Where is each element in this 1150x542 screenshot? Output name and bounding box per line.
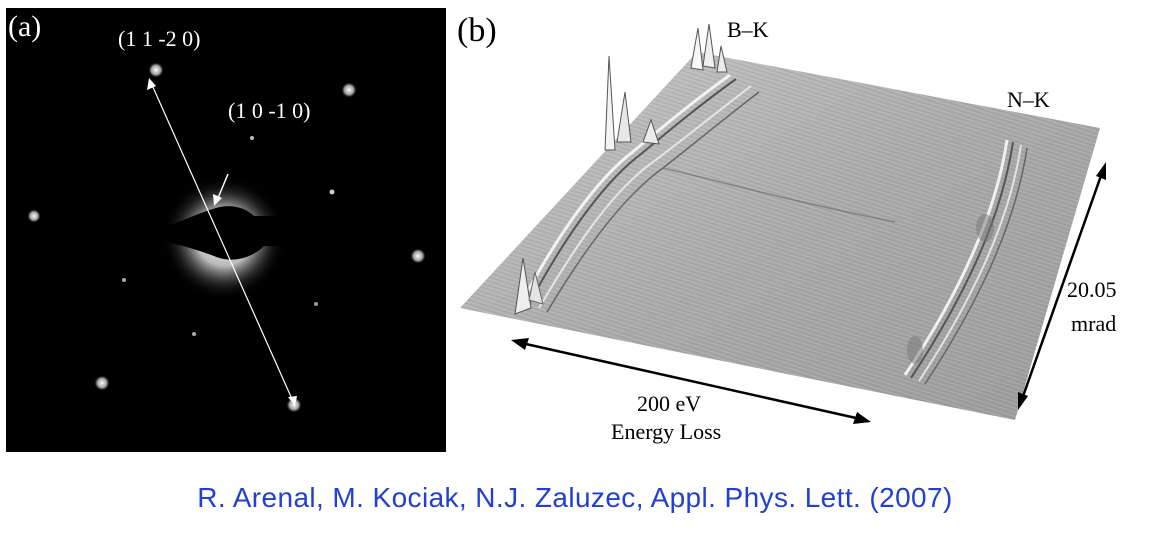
arrowhead-top <box>147 78 156 90</box>
eels-spectrum-surface-plot: (b) B–K N–K 20.05 mrad 200 eV Energy Los… <box>455 0 1150 470</box>
edge-label-bk: B–K <box>727 17 769 42</box>
angle-value-label: 20.05 <box>1067 277 1117 302</box>
energy-value-label: 200 eV <box>637 391 702 416</box>
figure-citation: R. Arenal, M. Kociak, N.J. Zaluzec, Appl… <box>197 482 953 513</box>
diffraction-spot-faint <box>329 189 335 195</box>
diffraction-spot <box>286 397 302 413</box>
arrowhead-bottom <box>288 396 297 406</box>
miller-index-label: (1 0 -1 0) <box>228 98 311 123</box>
diffraction-spot-faint <box>250 136 254 140</box>
diffraction-spot-faint <box>314 302 318 306</box>
panel-a-label: (a) <box>8 10 42 43</box>
pointer-arrowhead <box>213 194 222 206</box>
angle-unit-label: mrad <box>1071 311 1117 336</box>
diffraction-spot <box>94 375 110 391</box>
energy-axis-arrow <box>516 340 866 422</box>
spectrum-surface-graphic <box>460 23 1106 424</box>
beam-stopper <box>156 206 446 260</box>
diffraction-pattern-image: (a) (1 1 -2 0) (1 0 -1 0) <box>6 8 446 452</box>
pointer-arrow-line <box>217 173 229 199</box>
diffraction-spot <box>148 62 164 78</box>
diffraction-spot <box>341 82 357 98</box>
diffraction-spot-faint <box>122 278 126 282</box>
diffraction-spot-faint <box>192 332 196 336</box>
diffraction-spot <box>410 248 426 264</box>
energy-axis-label: Energy Loss <box>611 419 722 444</box>
angle-axis-arrow <box>1019 169 1105 403</box>
diffraction-spot <box>27 209 41 223</box>
surface-texture <box>460 52 1100 420</box>
panel-b-label: (b) <box>457 12 497 49</box>
diffraction-pattern-graphic <box>6 8 446 452</box>
edge-label-nk: N–K <box>1007 87 1050 112</box>
reciprocal-vector-line <box>151 84 293 400</box>
miller-index-label: (1 1 -2 0) <box>118 26 201 51</box>
